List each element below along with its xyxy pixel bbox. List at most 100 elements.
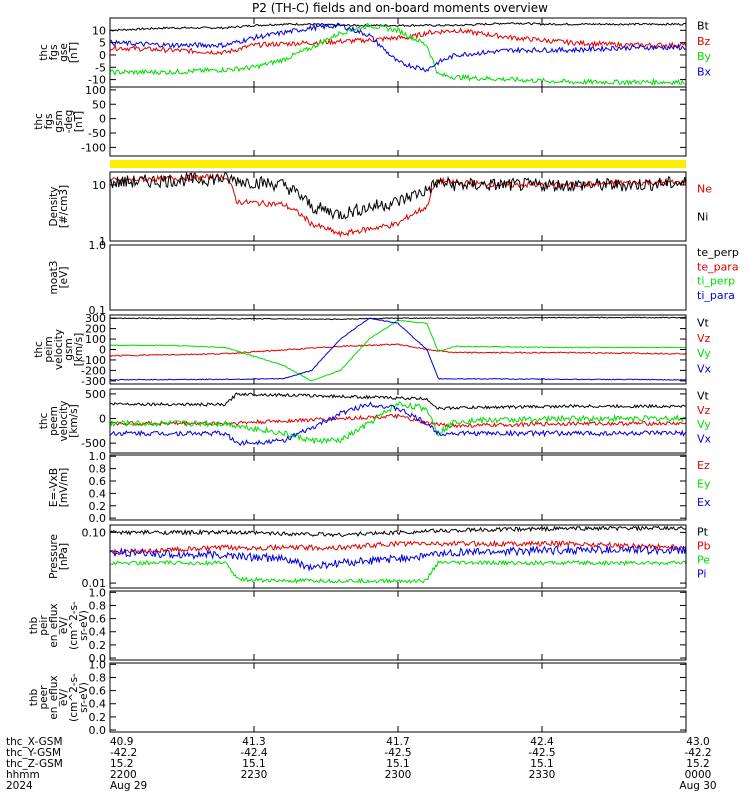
series-pressure-Pt — [110, 525, 686, 538]
ytick-label: 1 — [99, 235, 106, 248]
ylabel-peer_eflux: thb — [28, 688, 40, 706]
ytick-label: 0 — [99, 344, 106, 357]
footer-tick-value: 42.4 — [530, 736, 554, 748]
footer-row-label: 2024 — [6, 780, 33, 792]
legend-pressure-Pb: Pb — [697, 540, 711, 553]
legend-efield-Ez: Ez — [697, 459, 710, 472]
series-fgs-Bx — [110, 22, 686, 73]
legend-density-Ni: Ni — [697, 210, 708, 223]
ylabel-pressure: [nPa] — [58, 543, 70, 570]
ylabel-efield: E=-VxB — [48, 468, 60, 507]
ytick-label: 0.6 — [89, 685, 107, 698]
ylabel-efield: [mV/m] — [58, 468, 70, 507]
legend-temperature-te_para: te_para — [697, 260, 739, 273]
series-peim_velocity-Vy — [110, 319, 686, 382]
legend-temperature-ti_perp: ti_perp — [697, 275, 735, 288]
ylabel-fgs_deg: fgs — [43, 114, 55, 130]
legend-peem_velocity-Vx: Vx — [697, 432, 712, 445]
legend-peem_velocity-Vt: Vt — [697, 390, 710, 403]
ylabel-peir_eflux: sr-eV) — [78, 610, 90, 641]
ylabel-peir_eflux: thb — [28, 616, 40, 634]
legend-temperature-te_perp: te_perp — [697, 246, 739, 259]
ytick-label: -500 — [81, 437, 106, 450]
ytick-label: -10 — [88, 74, 106, 87]
ytick-label: 200 — [85, 323, 106, 336]
ytick-label: 0.2 — [89, 711, 107, 724]
legend-efield-Ey: Ey — [697, 478, 711, 491]
series-pressure-Pe — [110, 559, 686, 585]
footer-tick-value: Aug 29 — [110, 780, 147, 792]
ytick-label: 0.0 — [89, 724, 107, 737]
ylabel-peim_velocity: peim — [43, 336, 55, 362]
ylabel-fgs_deg: [nT] — [73, 111, 85, 132]
legend-peem_velocity-Vy: Vy — [697, 418, 711, 431]
ytick-label: 300 — [85, 312, 106, 325]
panels: -10-50510thcfgsgse[nT]BtBzByBx-100-50050… — [28, 17, 739, 737]
series-peem_velocity-Vx — [110, 401, 686, 447]
footer-tick-value: 41.3 — [242, 736, 265, 748]
footer-tick-value: 15.1 — [530, 758, 553, 770]
series-density-Ni — [110, 172, 686, 221]
ylabel-fgs: thc — [38, 44, 50, 61]
ylabel-temperature: moat3 — [48, 261, 60, 295]
ytick-label: 0.8 — [89, 599, 107, 612]
ytick-label: 5 — [99, 37, 106, 50]
ylabel-fgs_deg: gsm — [53, 110, 65, 132]
ytick-label: 0 — [99, 49, 106, 62]
legend-peim_velocity-Vz: Vz — [697, 332, 711, 345]
panel-peer_eflux: 0.00.20.40.60.81.0 thbpeeren_efluxeV/(cm^… — [28, 658, 687, 737]
ytick-label: 100 — [85, 84, 106, 97]
series-fgs-Bt — [110, 22, 686, 32]
footer-tick-value: -42.2 — [110, 747, 137, 759]
footer-tick-value: 40.9 — [110, 736, 133, 748]
legend-pressure-Pi: Pi — [697, 568, 706, 581]
ytick-label: -100 — [81, 141, 106, 154]
mode-bar — [110, 160, 686, 168]
legend-fgs-Bz: Bz — [697, 35, 711, 48]
ylabel-fgs_deg: thc — [33, 113, 45, 130]
footer-tick-value: -42.2 — [684, 747, 711, 759]
ytick-label: 10 — [92, 179, 106, 192]
footer-tick-value: 15.1 — [386, 758, 409, 770]
ylabel-density: Density — [48, 187, 60, 227]
footer-tick-value: 0000 — [685, 769, 712, 781]
ylabel-peir_eflux: en_eflux — [48, 603, 60, 647]
legend-pressure-Pe: Pe — [697, 554, 710, 567]
legend-fgs-Bt: Bt — [697, 20, 710, 33]
legend-peim_velocity-Vt: Vt — [697, 317, 710, 330]
ytick-label: -300 — [81, 375, 106, 388]
footer-row-label: thc_Y-GSM — [6, 747, 61, 759]
ylabel-peir_eflux: eV/ — [58, 616, 70, 634]
ytick-label: 0.10 — [82, 526, 107, 539]
series-peem_velocity-Vt — [110, 392, 686, 411]
panel-mode_bar — [110, 160, 686, 168]
footer-tick-value: 2300 — [385, 769, 412, 781]
ytick-label: 0.4 — [89, 487, 107, 500]
ytick-label: 0.01 — [82, 577, 107, 590]
footer-tick-value: -42.5 — [528, 747, 555, 759]
ytick-label: 1.0 — [89, 586, 107, 599]
ylabel-fgs: gse — [58, 43, 70, 62]
ytick-label: 0.4 — [89, 626, 107, 639]
ytick-label: 0.6 — [89, 613, 107, 626]
ylabel-fgs: fgs — [48, 45, 60, 61]
ytick-label: 0.4 — [89, 698, 107, 711]
footer-row-label: thc_Z-GSM — [6, 758, 63, 770]
legend-efield-Ex: Ex — [697, 496, 711, 509]
ytick-label: 0.2 — [89, 639, 107, 652]
ytick-label: -5 — [95, 61, 106, 74]
ylabel-peim_velocity: [km/s] — [73, 333, 85, 367]
series-pressure-Pb — [110, 539, 686, 556]
series-peim_velocity-Vz — [110, 343, 686, 357]
footer-tick-value: 43.0 — [686, 736, 709, 748]
ylabel-pressure: Pressure — [48, 534, 60, 579]
footer-row-label: hhmm — [6, 769, 40, 781]
panel-efield: 0.00.20.40.60.81.0 E=-VxB[mV/m] Ez Ey Ex — [48, 450, 711, 525]
ytick-label: 0.1 — [89, 304, 107, 317]
ytick-label: 0.0 — [89, 652, 107, 665]
ytick-label: 1.0 — [89, 658, 107, 671]
ytick-label: 1.0 — [89, 450, 107, 463]
